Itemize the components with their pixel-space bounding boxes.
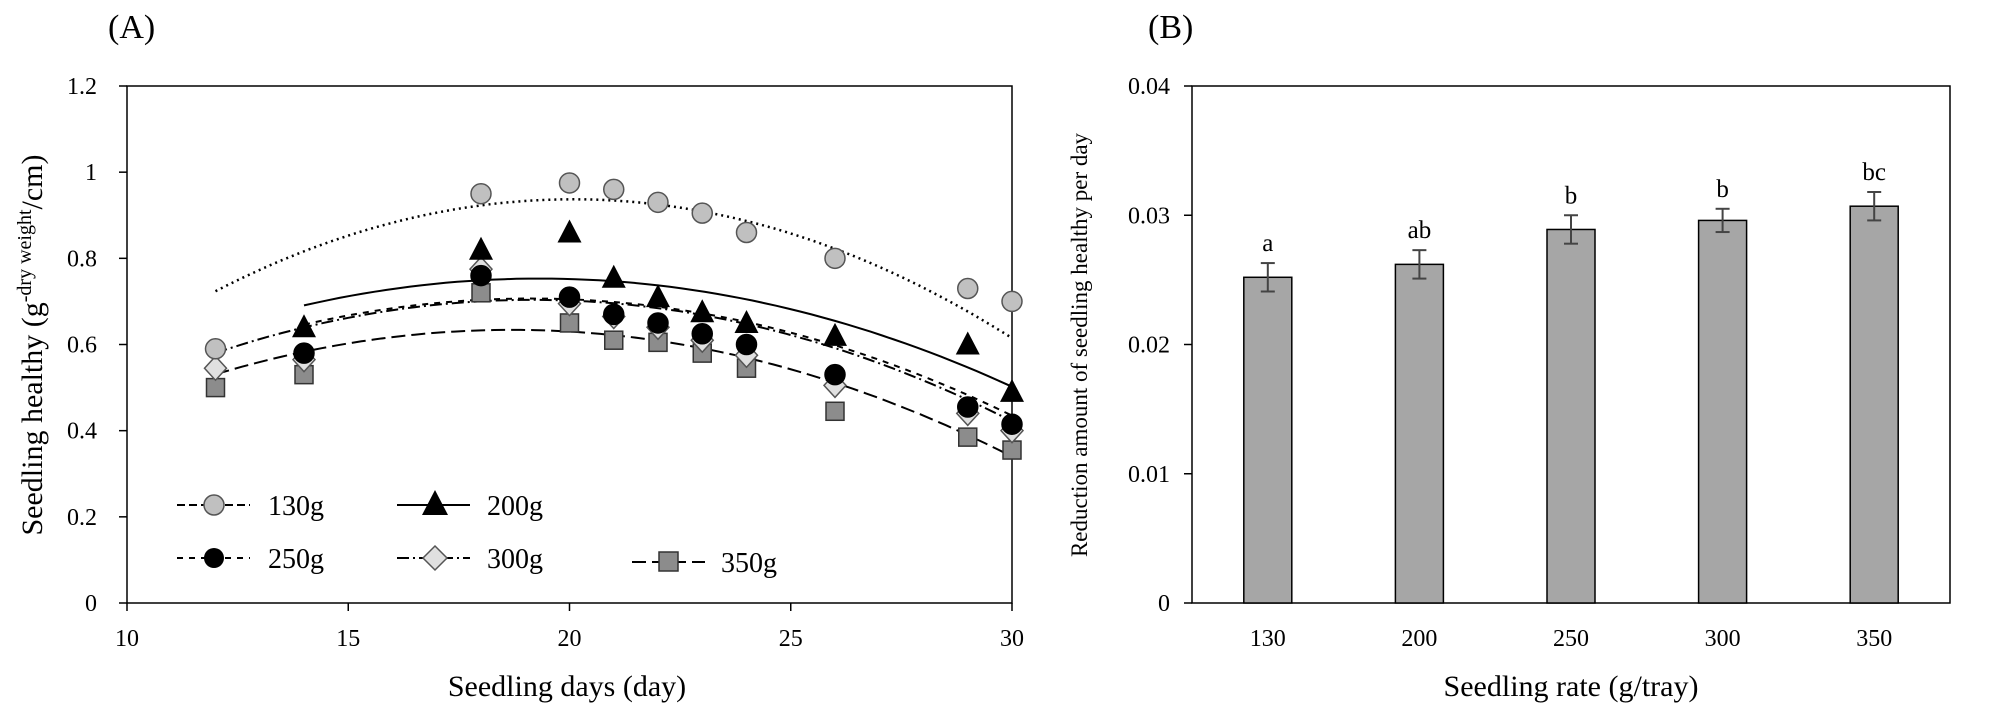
- data-point-250g: [647, 312, 669, 334]
- legend-marker-250g: [204, 548, 224, 568]
- legend-label-200g: 200g: [487, 491, 543, 522]
- data-point-200g: [557, 219, 582, 243]
- data-point-200g: [823, 322, 847, 346]
- data-point-130g: [691, 202, 713, 224]
- data-point-350g: [958, 427, 978, 447]
- data-point-130g: [957, 277, 979, 300]
- panel-a-x-tick-label: 30: [1000, 626, 1024, 652]
- panel-a-x-tick-label: 10: [115, 626, 139, 652]
- significance-label-200: ab: [1408, 217, 1432, 244]
- panel-a-y-tick-label: 0.8: [67, 246, 97, 272]
- panel-b-x-tick-label: 250: [1553, 626, 1589, 652]
- legend-label-350g: 350g: [721, 548, 777, 579]
- significance-label-250: b: [1565, 182, 1578, 209]
- legend-label-130g: 130g: [268, 491, 324, 522]
- bar-300: [1697, 219, 1748, 604]
- data-point-130g: [603, 178, 625, 201]
- data-point-200g: [1000, 378, 1024, 402]
- panel-b-y-tick-label: 0.03: [1128, 203, 1170, 229]
- legend-item-350g: 350g: [632, 548, 777, 579]
- panel-a: (A) 0 0.2 0.4 0.6 0.8 1 1.2 10 15 20 25 30 Seedlin…: [14, 9, 1025, 703]
- panel-b-x-tick-label: 130: [1250, 626, 1286, 652]
- data-point-250g: [957, 396, 979, 418]
- data-point-250g: [470, 264, 492, 287]
- data-point-130g: [824, 247, 846, 270]
- bar-250: [1546, 228, 1596, 604]
- panel-b-y-tick-label: 0.04: [1128, 74, 1170, 100]
- significance-label-130: a: [1262, 230, 1273, 257]
- data-point-350g: [825, 401, 845, 422]
- legend-item-250g: 250g: [177, 544, 324, 575]
- panel-a-y-tick-label: 0: [85, 591, 97, 617]
- panel-a-x-tick-label: 15: [336, 626, 360, 652]
- panel-b-y-tick-label: 0.02: [1128, 333, 1170, 359]
- data-point-200g: [690, 299, 715, 323]
- panel-a-y-tick-label: 1.2: [67, 74, 97, 100]
- panel-a-y-tick-label: 0.4: [67, 419, 97, 445]
- data-point-250g: [691, 322, 713, 345]
- legend-item-130g: 130g: [177, 491, 324, 522]
- panel-b: (B) 0 0.01 0.02 0.03 0.04 a 130 ab 200 b 250 b 300 b…: [1067, 9, 1951, 703]
- data-point-250g: [1001, 413, 1023, 435]
- panel-b-y-tick-label: 0: [1158, 591, 1170, 617]
- panel-b-y-axis-title: Reduction amount of seedling healthy per…: [1067, 132, 1092, 557]
- data-point-130g: [558, 172, 581, 194]
- panel-b-y-tick-label: 0.01: [1128, 462, 1170, 488]
- trendline-300g: [215, 298, 1013, 423]
- panel-b-x-tick-label: 350: [1856, 626, 1892, 652]
- panel-a-label: (A): [108, 9, 155, 46]
- legend-marker-300g: [421, 544, 449, 572]
- panel-a-x-axis-title: Seedling days (day): [448, 670, 686, 703]
- panel-a-plot-area: [126, 85, 1013, 604]
- legend-marker-200g: [422, 490, 448, 515]
- data-point-200g: [955, 331, 980, 355]
- significance-label-350: bc: [1862, 159, 1886, 186]
- data-point-350g: [471, 283, 491, 303]
- data-point-250g: [735, 333, 758, 356]
- data-point-250g: [824, 363, 846, 386]
- data-point-250g: [603, 303, 625, 326]
- panel-a-y-tick-label: 0.6: [67, 333, 97, 359]
- panel-b-x-tick-label: 300: [1705, 626, 1741, 652]
- data-point-200g: [646, 284, 670, 308]
- legend-item-200g: 200g: [397, 490, 543, 522]
- data-point-350g: [604, 330, 624, 350]
- legend-label-300g: 300g: [487, 544, 543, 575]
- panel-a-x-tick-label: 25: [779, 626, 803, 652]
- panel-a-y-tick-label: 1: [85, 160, 97, 186]
- data-point-130g: [204, 338, 227, 360]
- trendline-130g: [214, 198, 1013, 340]
- legend-label-250g: 250g: [268, 544, 324, 575]
- data-point-250g: [293, 342, 315, 364]
- legend-item-300g: 300g: [397, 544, 543, 575]
- legend-marker-130g: [203, 494, 225, 516]
- panel-b-label: (B): [1148, 9, 1193, 46]
- panel-a-y-tick-label: 0.2: [67, 505, 97, 531]
- data-point-200g: [469, 236, 493, 260]
- data-point-130g: [735, 221, 758, 244]
- data-point-250g: [558, 286, 581, 308]
- panel-a-y-axis-title: Seedling healthy (g-dry weight/cm): [14, 154, 49, 535]
- data-point-200g: [292, 314, 316, 338]
- data-point-130g: [1001, 290, 1023, 313]
- data-point-130g: [470, 182, 492, 205]
- bar-130: [1243, 276, 1293, 604]
- panel-a-legend: 130g 200g 250g 300g 350g: [177, 490, 777, 579]
- panel-b-x-tick-label: 200: [1401, 626, 1437, 652]
- data-point-200g: [734, 309, 759, 333]
- data-point-200g: [601, 264, 626, 288]
- significance-label-300: b: [1716, 176, 1729, 203]
- panel-a-x-tick-label: 20: [558, 626, 582, 652]
- data-point-300g: [203, 355, 228, 382]
- bar-350: [1849, 205, 1899, 604]
- bar-200: [1394, 263, 1445, 604]
- legend-marker-350g: [658, 551, 679, 572]
- panel-b-x-axis-title: Seedling rate (g/tray): [1444, 670, 1699, 703]
- data-point-130g: [647, 191, 669, 214]
